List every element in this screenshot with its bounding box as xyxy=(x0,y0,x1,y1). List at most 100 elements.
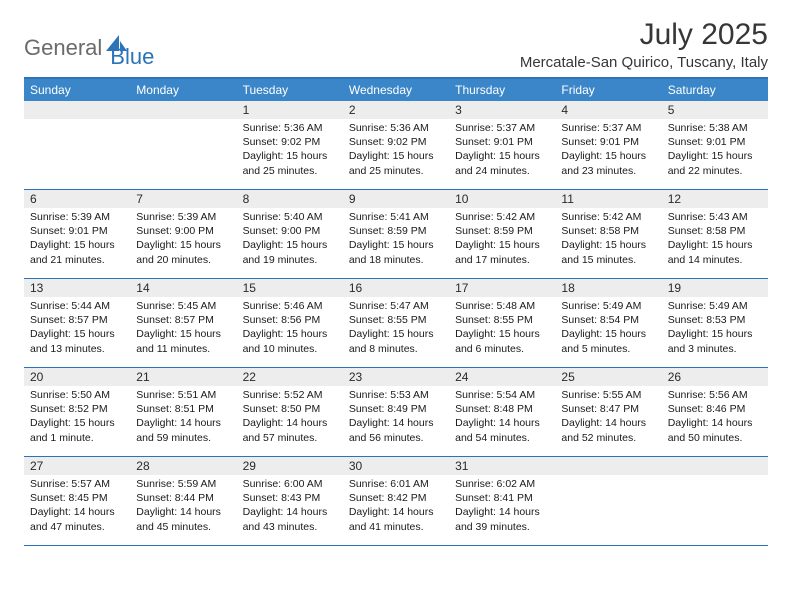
day-line: Sunrise: 5:47 AM xyxy=(349,299,443,313)
day-line: Sunrise: 5:57 AM xyxy=(30,477,124,491)
day-number xyxy=(24,101,130,119)
day-line: and 11 minutes. xyxy=(136,342,230,356)
day-line: Sunrise: 5:38 AM xyxy=(668,121,762,135)
day-body: Sunrise: 5:36 AMSunset: 9:02 PMDaylight:… xyxy=(237,119,343,182)
day-cell: 4Sunrise: 5:37 AMSunset: 9:01 PMDaylight… xyxy=(555,101,661,189)
day-cell xyxy=(662,457,768,545)
day-line: and 13 minutes. xyxy=(30,342,124,356)
day-line: Sunset: 8:44 PM xyxy=(136,491,230,505)
day-line: Sunrise: 5:46 AM xyxy=(243,299,337,313)
day-line: Sunset: 9:01 PM xyxy=(668,135,762,149)
day-line: Daylight: 15 hours xyxy=(561,238,655,252)
day-line: and 5 minutes. xyxy=(561,342,655,356)
day-line: and 6 minutes. xyxy=(455,342,549,356)
day-body: Sunrise: 5:55 AMSunset: 8:47 PMDaylight:… xyxy=(555,386,661,449)
day-number: 6 xyxy=(24,190,130,208)
day-cell xyxy=(130,101,236,189)
day-line: Daylight: 14 hours xyxy=(668,416,762,430)
day-line: Daylight: 14 hours xyxy=(349,416,443,430)
day-line: and 17 minutes. xyxy=(455,253,549,267)
weekday-header: Tuesday xyxy=(237,79,343,101)
day-line: and 25 minutes. xyxy=(349,164,443,178)
day-number: 16 xyxy=(343,279,449,297)
day-number: 14 xyxy=(130,279,236,297)
logo-text-blue: Blue xyxy=(110,44,154,70)
day-line: Sunrise: 5:45 AM xyxy=(136,299,230,313)
day-line: Sunrise: 5:37 AM xyxy=(561,121,655,135)
day-line: Sunset: 8:50 PM xyxy=(243,402,337,416)
day-cell: 28Sunrise: 5:59 AMSunset: 8:44 PMDayligh… xyxy=(130,457,236,545)
day-cell: 15Sunrise: 5:46 AMSunset: 8:56 PMDayligh… xyxy=(237,279,343,367)
day-number: 5 xyxy=(662,101,768,119)
day-body: Sunrise: 5:49 AMSunset: 8:54 PMDaylight:… xyxy=(555,297,661,360)
day-number: 22 xyxy=(237,368,343,386)
day-body: Sunrise: 5:48 AMSunset: 8:55 PMDaylight:… xyxy=(449,297,555,360)
day-line: and 39 minutes. xyxy=(455,520,549,534)
day-line: Sunset: 8:41 PM xyxy=(455,491,549,505)
day-number: 11 xyxy=(555,190,661,208)
day-line: Sunset: 9:01 PM xyxy=(455,135,549,149)
day-line: and 15 minutes. xyxy=(561,253,655,267)
day-line: Sunset: 8:55 PM xyxy=(349,313,443,327)
day-line: Daylight: 14 hours xyxy=(455,416,549,430)
day-line: Sunrise: 5:52 AM xyxy=(243,388,337,402)
day-line: Sunrise: 6:01 AM xyxy=(349,477,443,491)
day-cell: 16Sunrise: 5:47 AMSunset: 8:55 PMDayligh… xyxy=(343,279,449,367)
day-line: and 8 minutes. xyxy=(349,342,443,356)
day-cell: 21Sunrise: 5:51 AMSunset: 8:51 PMDayligh… xyxy=(130,368,236,456)
day-body: Sunrise: 5:47 AMSunset: 8:55 PMDaylight:… xyxy=(343,297,449,360)
day-number: 13 xyxy=(24,279,130,297)
day-line: and 18 minutes. xyxy=(349,253,443,267)
day-line: Daylight: 14 hours xyxy=(243,505,337,519)
day-line: Daylight: 15 hours xyxy=(136,238,230,252)
day-cell: 20Sunrise: 5:50 AMSunset: 8:52 PMDayligh… xyxy=(24,368,130,456)
day-line: Sunset: 8:59 PM xyxy=(349,224,443,238)
day-cell: 27Sunrise: 5:57 AMSunset: 8:45 PMDayligh… xyxy=(24,457,130,545)
day-line: and 20 minutes. xyxy=(136,253,230,267)
day-line: Daylight: 15 hours xyxy=(349,327,443,341)
day-line: Sunrise: 5:44 AM xyxy=(30,299,124,313)
day-line: Sunset: 8:57 PM xyxy=(136,313,230,327)
day-line: Sunset: 8:56 PM xyxy=(243,313,337,327)
day-line: Daylight: 15 hours xyxy=(243,238,337,252)
day-line: Daylight: 15 hours xyxy=(561,149,655,163)
day-line: Sunset: 8:48 PM xyxy=(455,402,549,416)
day-line: and 47 minutes. xyxy=(30,520,124,534)
day-cell: 10Sunrise: 5:42 AMSunset: 8:59 PMDayligh… xyxy=(449,190,555,278)
day-cell: 25Sunrise: 5:55 AMSunset: 8:47 PMDayligh… xyxy=(555,368,661,456)
day-line: and 54 minutes. xyxy=(455,431,549,445)
day-line: Daylight: 15 hours xyxy=(30,416,124,430)
logo: General Blue xyxy=(24,26,154,70)
week-row: 6Sunrise: 5:39 AMSunset: 9:01 PMDaylight… xyxy=(24,190,768,279)
day-line: Sunrise: 5:54 AM xyxy=(455,388,549,402)
weekday-header: Wednesday xyxy=(343,79,449,101)
day-cell: 1Sunrise: 5:36 AMSunset: 9:02 PMDaylight… xyxy=(237,101,343,189)
day-line: and 22 minutes. xyxy=(668,164,762,178)
day-line: Daylight: 15 hours xyxy=(30,238,124,252)
day-line: and 14 minutes. xyxy=(668,253,762,267)
day-body: Sunrise: 5:39 AMSunset: 9:01 PMDaylight:… xyxy=(24,208,130,271)
day-number: 29 xyxy=(237,457,343,475)
day-number: 25 xyxy=(555,368,661,386)
day-line: and 25 minutes. xyxy=(243,164,337,178)
day-cell: 11Sunrise: 5:42 AMSunset: 8:58 PMDayligh… xyxy=(555,190,661,278)
day-cell: 17Sunrise: 5:48 AMSunset: 8:55 PMDayligh… xyxy=(449,279,555,367)
day-body: Sunrise: 5:57 AMSunset: 8:45 PMDaylight:… xyxy=(24,475,130,538)
day-number: 23 xyxy=(343,368,449,386)
day-line: and 57 minutes. xyxy=(243,431,337,445)
day-number: 1 xyxy=(237,101,343,119)
weekday-header-row: SundayMondayTuesdayWednesdayThursdayFrid… xyxy=(24,79,768,101)
day-line: Sunset: 8:42 PM xyxy=(349,491,443,505)
day-number: 24 xyxy=(449,368,555,386)
day-line: Daylight: 14 hours xyxy=(243,416,337,430)
day-line: and 52 minutes. xyxy=(561,431,655,445)
day-cell: 26Sunrise: 5:56 AMSunset: 8:46 PMDayligh… xyxy=(662,368,768,456)
day-line: Sunrise: 5:51 AM xyxy=(136,388,230,402)
day-line: Sunset: 8:54 PM xyxy=(561,313,655,327)
day-body: Sunrise: 5:52 AMSunset: 8:50 PMDaylight:… xyxy=(237,386,343,449)
day-cell xyxy=(555,457,661,545)
day-cell: 6Sunrise: 5:39 AMSunset: 9:01 PMDaylight… xyxy=(24,190,130,278)
day-line: Sunset: 9:02 PM xyxy=(349,135,443,149)
day-line: Sunset: 8:49 PM xyxy=(349,402,443,416)
day-body: Sunrise: 5:42 AMSunset: 8:59 PMDaylight:… xyxy=(449,208,555,271)
